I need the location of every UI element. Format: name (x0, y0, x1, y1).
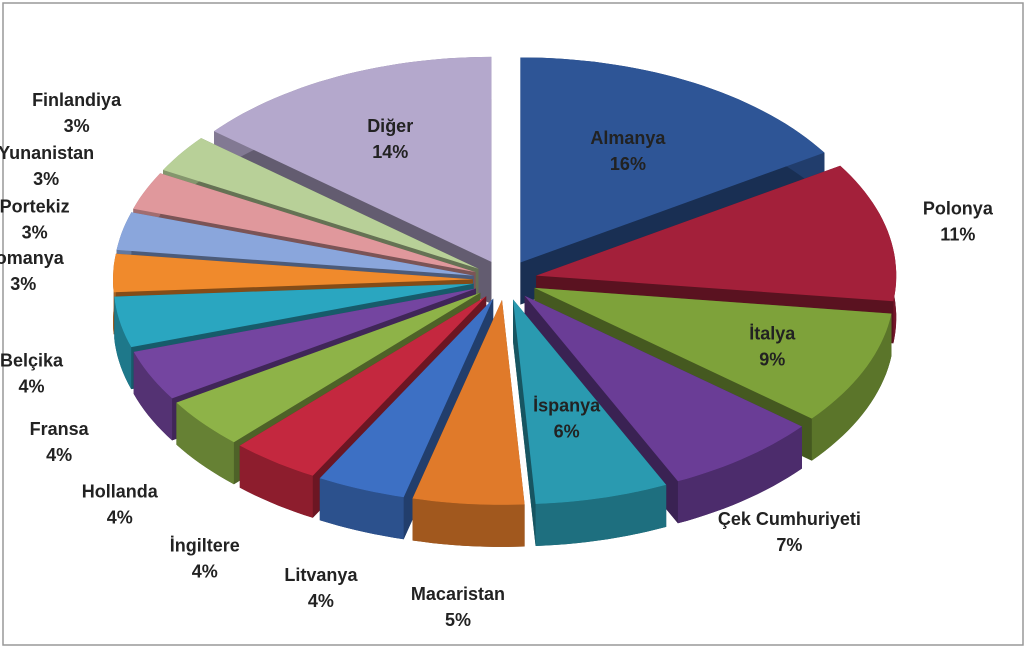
slice (412, 299, 525, 547)
slice-value-label: 4% (308, 591, 334, 611)
slice-value-label: 7% (776, 535, 802, 555)
slice-value-label: 4% (107, 507, 133, 527)
slice-label: İngiltere (170, 536, 240, 556)
slice-top (319, 298, 494, 498)
slice-top (214, 56, 492, 262)
slice-label: İspanya (533, 395, 601, 415)
slice-label: İtalya (749, 323, 796, 343)
slice-value-label: 4% (46, 445, 72, 465)
slice-top (239, 296, 487, 476)
slice-value-label: 3% (33, 169, 59, 189)
slice-value-label: 6% (554, 421, 580, 441)
slice-value-label: 3% (64, 116, 90, 136)
slice-label: Litvanya (284, 565, 358, 585)
slice-top (536, 165, 897, 302)
slice-top (524, 295, 802, 482)
slice-side (513, 299, 536, 546)
slice-value-label: 16% (610, 154, 646, 174)
slice-wall (176, 402, 234, 485)
slice-top (412, 299, 525, 505)
slice-top (113, 253, 473, 293)
slice-wall (133, 351, 173, 441)
slice-value-label: 9% (759, 349, 785, 369)
slice-top (513, 299, 667, 504)
slice-wall (412, 498, 525, 547)
slice-value-label: 4% (19, 377, 45, 397)
slice-label: Almanya (590, 128, 666, 148)
slice-wall (811, 313, 892, 461)
slice-top (133, 173, 476, 273)
slice-value-label: 5% (445, 610, 471, 630)
slice-top (163, 138, 479, 269)
slice-label: Finlandiya (32, 90, 122, 110)
slice-value-label: 3% (10, 274, 36, 294)
slice-label: Romanya (0, 248, 65, 268)
slice-wall (677, 426, 802, 524)
slice-wall (319, 478, 404, 540)
slice-label: Fransa (30, 419, 90, 439)
slice-label: Polonya (923, 199, 994, 219)
slice-top (176, 292, 481, 443)
slice-label: Diğer (367, 116, 413, 136)
pie (113, 56, 897, 547)
slice (513, 299, 667, 546)
slice-label: Macaristan (411, 584, 505, 604)
slice-top (116, 212, 474, 276)
slice-top (520, 57, 825, 263)
slice-top (114, 283, 474, 348)
slice-label: Portekiz (0, 196, 70, 216)
slice-label: Hollanda (82, 481, 159, 501)
slice-value-label: 14% (372, 142, 408, 162)
slice-label: Yunanistan (0, 143, 94, 163)
slice-wall (114, 296, 132, 390)
slice-label: Belçika (0, 351, 64, 371)
slice-top (133, 288, 476, 399)
slice-top (534, 287, 892, 419)
slice-wall (239, 445, 313, 518)
slice-value-label: 4% (192, 562, 218, 582)
slice-value-label: 3% (22, 222, 48, 242)
slice-label: Çek Cumhuriyeti (718, 509, 861, 529)
slice-value-label: 11% (940, 225, 975, 245)
slice-wall (535, 484, 667, 546)
